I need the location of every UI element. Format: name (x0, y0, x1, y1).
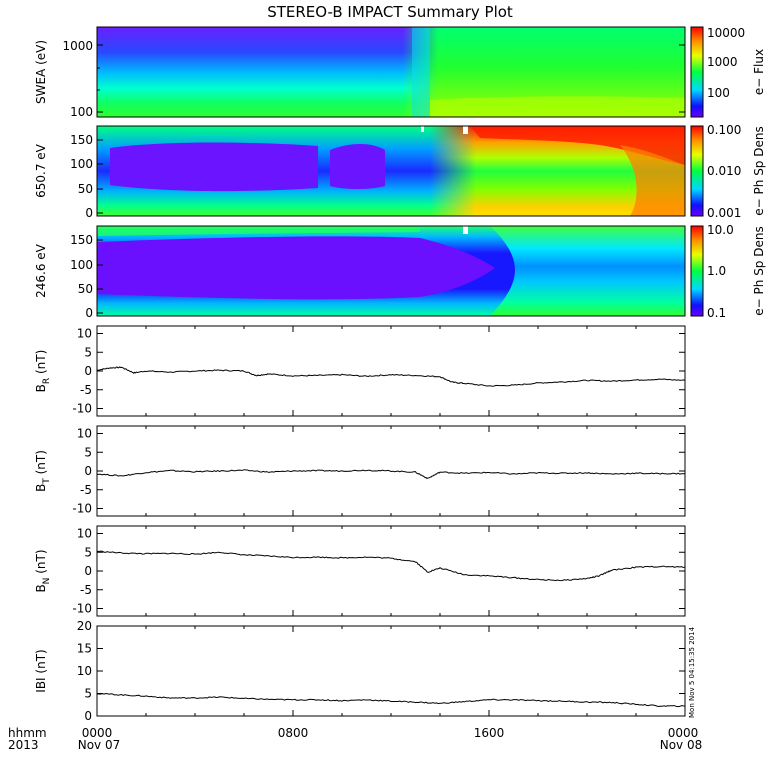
pad246-colorbar: 10.0 1.0 0.1 e− Ph Sp Dens (690, 223, 766, 320)
swea-panel (97, 27, 685, 117)
year-label: 2013 (8, 738, 39, 752)
swea-transition-band (412, 27, 430, 117)
pad650-red-wedge (470, 126, 685, 165)
pad246-ytick-label: 50 (78, 282, 93, 296)
time-format-label: hhmm (8, 726, 47, 740)
plot-timestamp: Mon Nov 5 04:15:35 2014 (688, 626, 696, 718)
br-ytick-label: -10 (72, 402, 92, 416)
br-ytick-label: 5 (84, 345, 92, 359)
btot-ytick-label: 10 (77, 664, 92, 678)
btot-ytick-label: 15 (77, 642, 92, 656)
btot-series-line (97, 692, 686, 708)
pad246-data-gap (463, 226, 468, 234)
br-ytick-label: 10 (77, 327, 92, 341)
pad650-panel (97, 126, 685, 216)
br-series-line (96, 366, 686, 387)
bn-frame (96, 525, 686, 617)
swea-frame (96, 26, 686, 118)
pad246-cbar-tick: 0.1 (707, 306, 726, 320)
swea-ytick-label: 100 (70, 105, 93, 119)
bt-ytick-label: -5 (80, 483, 92, 497)
chart-title: STEREO-B IMPACT Summary Plot (267, 3, 513, 21)
xtick-time: 0000 (82, 726, 113, 740)
pad246-ytick-label: 150 (70, 233, 93, 247)
bn-ytick-label: -5 (80, 583, 92, 597)
pad650-ytick-label: 50 (78, 182, 93, 196)
br-ylabel: BR (nT) (34, 350, 52, 393)
btot-panel: 20 15 10 5 0 IBI (nT) (34, 619, 686, 723)
pad246-panel (97, 226, 685, 316)
pad246-cbar-tick: 1.0 (707, 264, 726, 278)
pad650-frame (96, 125, 686, 217)
pad650-purple-core-b (330, 144, 385, 189)
xtick-date: Nov 08 (660, 738, 703, 752)
swea-ytick-label: 1000 (62, 39, 93, 53)
swea-yaxis: 100 1000 SWEA (eV) (34, 39, 685, 119)
bt-series-line (96, 469, 686, 480)
bn-ytick-label: -10 (72, 602, 92, 616)
btot-ytick-label: 5 (84, 687, 92, 701)
bn-ytick-label: 0 (84, 564, 92, 578)
pad650-data-gap-b (421, 126, 424, 132)
bt-ylabel: BT (nT) (34, 450, 52, 492)
bn-panel: 10 5 0 -5 -10 BN (nT) (34, 525, 686, 617)
xtick-date: Nov 07 (78, 738, 121, 752)
xtick-time: 1600 (474, 726, 505, 740)
pad246-ytick-label: 100 (70, 258, 93, 272)
xtick-time: 0800 (278, 726, 309, 740)
pad650-cbar-tick: 0.001 (707, 206, 741, 220)
pad246-ytick-label: 0 (85, 306, 93, 320)
swea-cbar-label: e− Flux (752, 49, 766, 95)
pad650-ytick-label: 150 (70, 133, 93, 147)
pad246-left-top-green (97, 226, 420, 236)
bt-ytick-label: -10 (72, 502, 92, 516)
magnetic-field-panels: 10 5 0 -5 -10 BR (nT) 10 5 0 -5 -10 BT (nT) 10 5 0 -5 -1… (34, 325, 686, 723)
pad246-cbar-tick: 10.0 (707, 223, 734, 237)
bn-ytick-label: 5 (84, 545, 92, 559)
swea-right-yellow-tail (430, 96, 685, 117)
pad246-cbar-label: e− Ph Sp Dens (752, 226, 766, 315)
pad650-cbar-tick: 0.100 (707, 123, 741, 137)
xtick-time: 0000 (668, 726, 699, 740)
bn-ytick-label: 10 (77, 527, 92, 541)
bt-ytick-label: 10 (77, 427, 92, 441)
pad650-colorbar: 0.100 0.010 0.001 e− Ph Sp Dens (690, 123, 766, 220)
pad650-cbar-label: e− Ph Sp Dens (752, 126, 766, 215)
bn-series-line (96, 550, 686, 582)
br-panel: 10 5 0 -5 -10 BR (nT) (34, 325, 686, 417)
pad650-ylabel: 650.7 eV (34, 143, 48, 198)
pad246-yaxis: 0 50 100 150 246.6 eV (34, 233, 103, 320)
pad650-purple-core-a (110, 142, 318, 192)
swea-cbar-tick: 100 (707, 86, 730, 100)
btot-ylabel: IBI (nT) (34, 649, 48, 692)
pad246-ylabel: 246.6 eV (34, 243, 48, 298)
btot-ytick-label: 0 (84, 709, 92, 723)
x-axis-labels: hhmm 2013 0000 Nov 07 0800 1600 0000 Nov… (8, 726, 702, 752)
br-ytick-label: 0 (84, 364, 92, 378)
pad650-yaxis: 0 50 100 150 650.7 eV (34, 133, 103, 220)
pad650-ytick-label: 0 (85, 206, 93, 220)
swea-colorbar: 10000 1000 100 e− Flux (690, 26, 766, 118)
br-ytick-label: -5 (80, 383, 92, 397)
pad650-ytick-label: 100 (70, 157, 93, 171)
swea-ylabel: SWEA (eV) (34, 40, 48, 104)
pad650-cbar-tick: 0.010 (707, 164, 741, 178)
pad246-purple-core (97, 236, 495, 300)
pad246-frame (96, 225, 686, 317)
pad650-orange-right (620, 145, 685, 216)
swea-cbar-tick: 1000 (707, 55, 738, 69)
swea-cbar-tick: 10000 (707, 26, 745, 40)
bn-ylabel: BN (nT) (34, 549, 52, 592)
pad650-data-gap (463, 126, 468, 134)
bt-panel: 10 5 0 -5 -10 BT (nT) (34, 425, 686, 517)
btot-ytick-label: 20 (77, 619, 92, 633)
pad246-right-region (490, 226, 685, 316)
bt-ytick-label: 5 (84, 445, 92, 459)
bt-ytick-label: 0 (84, 464, 92, 478)
